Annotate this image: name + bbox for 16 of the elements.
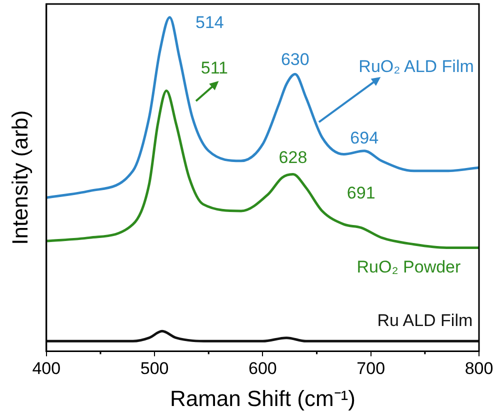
x-tick-label: 700 bbox=[356, 359, 386, 378]
x-tick-label: 500 bbox=[140, 359, 169, 378]
annotation: 628 bbox=[278, 148, 308, 167]
annotation: 514 bbox=[196, 13, 224, 32]
text: RuO₂ ALD Film bbox=[358, 57, 474, 76]
x-tick-label: 800 bbox=[464, 359, 494, 378]
series-label: Ru ALD Film bbox=[377, 310, 473, 330]
y-axis-title: Intensity (arb) bbox=[7, 110, 32, 245]
series-label: RuO₂ Powder bbox=[356, 257, 461, 276]
annotation: 630 bbox=[280, 50, 310, 69]
annotation: 511 bbox=[200, 58, 228, 78]
x-axis-title: Raman Shift (cm⁻¹) bbox=[170, 386, 356, 411]
annotation: 691 bbox=[346, 183, 376, 202]
x-tick-label: 400 bbox=[32, 359, 61, 378]
x-tick-label: 600 bbox=[248, 359, 277, 378]
annotation: 694 bbox=[350, 128, 379, 148]
